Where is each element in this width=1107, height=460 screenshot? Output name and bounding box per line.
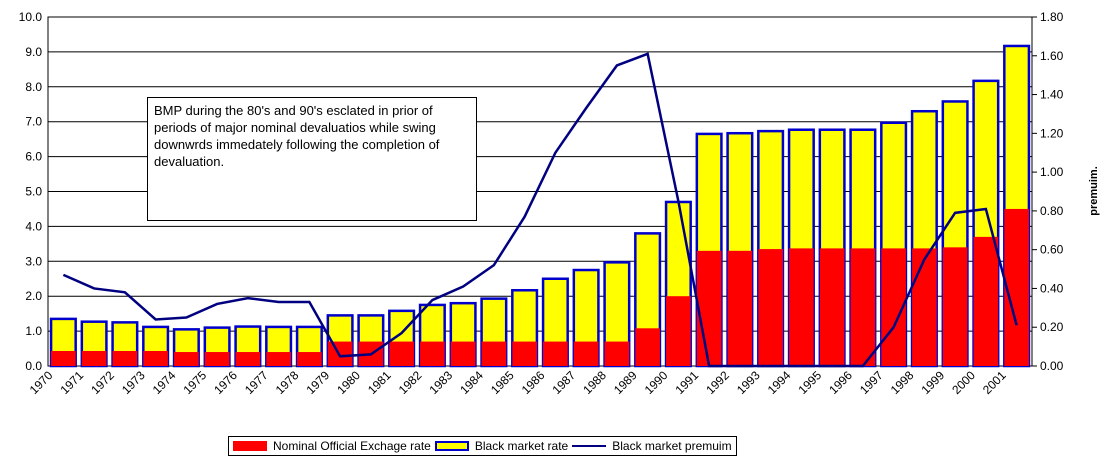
x-tick-label: 1975 (180, 368, 209, 397)
bar (696, 250, 722, 366)
plot-frame (47, 16, 1033, 367)
bar (635, 328, 660, 366)
line (62, 52, 1018, 368)
bar (850, 248, 876, 366)
x-tick-label: 1971 (57, 368, 86, 397)
bar (973, 236, 999, 366)
bar (481, 341, 507, 366)
x-tick-label: 1985 (488, 368, 517, 397)
x-tick-label: 1984 (457, 368, 486, 397)
x-tick-label: 1973 (119, 368, 148, 397)
x-tick-label: 1992 (703, 368, 732, 397)
bar (420, 341, 445, 366)
x-tick-label: 1976 (211, 368, 240, 397)
x-tick-label: 1995 (795, 368, 824, 397)
x-tick-label: 2000 (949, 368, 978, 397)
x-tick-label: 1972 (88, 368, 117, 397)
x-tick-label: 2001 (980, 368, 1009, 397)
bar (266, 352, 291, 366)
x-tick-label: 1981 (365, 368, 394, 397)
bar (81, 350, 107, 366)
bar (819, 248, 845, 366)
y2-tick-label: 1.60 (1040, 49, 1064, 63)
y-tick-label: 1.0 (25, 324, 42, 338)
legend: Nominal Official Exchage rate Black mark… (228, 436, 737, 456)
annotation: BMP during the 80's and 90's esclated in… (147, 97, 477, 221)
legend-label: Nominal Official Exchage rate (273, 439, 431, 453)
bar (512, 341, 537, 366)
y2-tick-label: 0.40 (1040, 281, 1064, 295)
x-tick-label: 1988 (580, 368, 609, 397)
x-tick-label: 1990 (642, 368, 671, 397)
bar (727, 250, 753, 366)
bar (912, 248, 937, 366)
y2-tick-label: 0.00 (1040, 359, 1064, 373)
x-tick-label: 1986 (519, 368, 548, 397)
x-tick-label: 1998 (888, 368, 917, 397)
legend-label: Black market premuim (612, 439, 732, 453)
bar (450, 341, 476, 366)
bar (297, 352, 322, 366)
legend-line (572, 445, 607, 447)
x-tick-label: 1996 (826, 368, 855, 397)
y-tick-label: 3.0 (25, 254, 42, 268)
y2-tick-label: 0.20 (1040, 320, 1064, 334)
x-tick-label: 1983 (426, 368, 455, 397)
bar (172, 328, 200, 368)
bar (174, 352, 199, 366)
y-tick-label: 4.0 (25, 219, 42, 233)
y2-tick-label: 0.60 (1040, 243, 1064, 257)
legend-label: Black market rate (474, 439, 569, 453)
x-tick-label: 1999 (918, 368, 947, 397)
bar (204, 352, 230, 366)
x-tick-label: 1991 (672, 368, 701, 397)
bar (604, 341, 630, 366)
y2-tick-label: 1.80 (1040, 10, 1064, 24)
bar (51, 350, 76, 366)
legend-swatch (233, 441, 267, 451)
bar (573, 341, 599, 366)
y-tick-label: 5.0 (25, 185, 42, 199)
x-tick-label: 1979 (303, 368, 332, 397)
y-tick-label: 10.0 (19, 10, 43, 24)
legend-swatch (434, 441, 469, 451)
x-tick-label: 1994 (765, 368, 794, 397)
x-tick-label: 1989 (611, 368, 640, 397)
y-tick-label: 6.0 (25, 150, 42, 164)
bar (789, 248, 814, 366)
x-tick-label: 1997 (857, 368, 886, 397)
bar (942, 247, 968, 366)
bar (758, 249, 783, 366)
y2-tick-label: 1.40 (1040, 88, 1064, 102)
y-tick-label: 9.0 (25, 45, 42, 59)
y2-tick-label: 1.20 (1040, 126, 1064, 140)
y-tick-label: 8.0 (25, 80, 42, 94)
bar (666, 296, 691, 366)
x-tick-label: 1978 (273, 368, 302, 397)
bar (543, 341, 568, 366)
y-tick-label: 0.0 (25, 359, 42, 373)
y2-axis-label: premuim. (1088, 166, 1100, 216)
bar (389, 341, 414, 366)
x-tick-label: 1982 (396, 368, 425, 397)
bar (112, 350, 138, 366)
bar (143, 350, 168, 366)
x-tick-label: 1980 (334, 368, 363, 397)
y2-tick-label: 0.80 (1040, 204, 1064, 218)
x-tick-label: 1974 (150, 368, 179, 397)
bar (235, 352, 261, 366)
x-tick-label: 1993 (734, 368, 763, 397)
x-tick-label: 1977 (242, 368, 271, 397)
y2-tick-label: 1.00 (1040, 165, 1064, 179)
bar (1004, 208, 1029, 366)
y-tick-label: 7.0 (25, 115, 42, 129)
y-tick-label: 2.0 (25, 289, 42, 303)
x-tick-label: 1987 (549, 368, 578, 397)
